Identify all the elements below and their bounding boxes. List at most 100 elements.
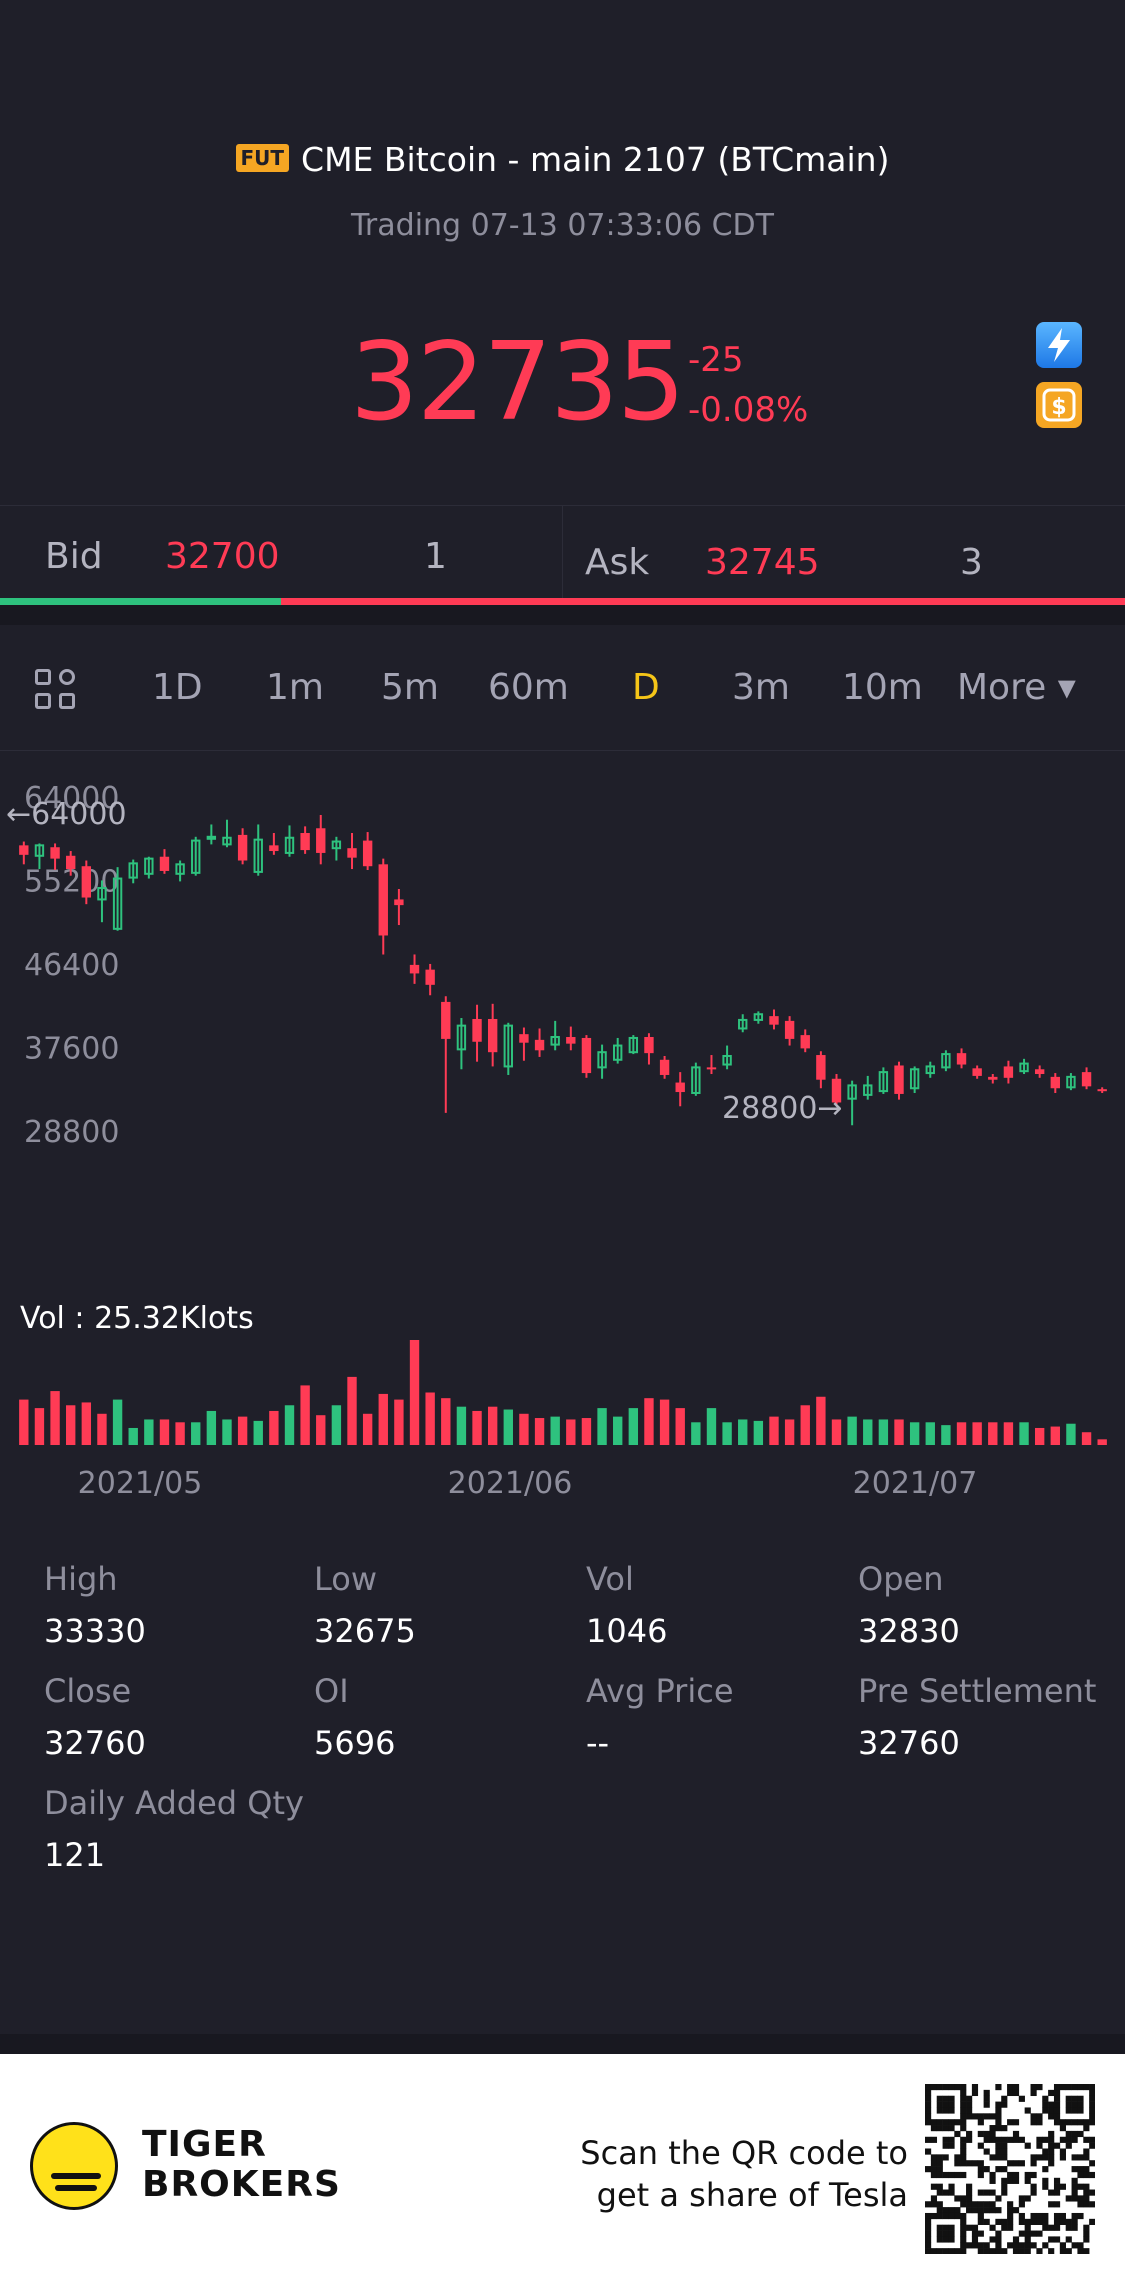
futures-badge: FUT	[235, 143, 290, 172]
chart-canvas: 64000 55200 46400 37600 28800 ←64000 28800→ Vol…	[6, 781, 1107, 1501]
volume-bar	[347, 1376, 357, 1445]
volume-bar	[144, 1419, 154, 1445]
candle-body	[1034, 1069, 1045, 1075]
volume-label: Vol : 25.32Klots	[20, 1301, 254, 1336]
volume-bar	[97, 1413, 107, 1445]
candle-body	[191, 839, 201, 874]
volume-bar	[128, 1427, 138, 1445]
bid-quantity: 1	[424, 536, 447, 577]
stat-label: Close	[44, 1672, 132, 1710]
stat-label: Low	[314, 1560, 378, 1598]
volume-bar	[566, 1419, 576, 1445]
stat-value: 33330	[44, 1612, 146, 1650]
tab-daily[interactable]: D	[632, 667, 660, 708]
candle-body	[894, 1065, 904, 1094]
promo-text-line1: Scan the QR code to	[580, 2134, 908, 2172]
candle-body	[519, 1034, 529, 1043]
volume-bar	[581, 1418, 592, 1445]
volume-bar	[331, 1405, 342, 1445]
candle-body	[550, 1036, 560, 1046]
qr-code-icon	[925, 2084, 1095, 2254]
candle-body	[503, 1024, 513, 1068]
candle-body	[769, 1016, 779, 1025]
stat-value: 5696	[314, 1724, 396, 1762]
stat-pre-settlement: Pre Settlement 32760	[858, 1672, 1096, 1762]
tab-10m[interactable]: 10m	[842, 667, 923, 708]
candle-body	[722, 1054, 732, 1066]
grid-layout-icon[interactable]	[35, 669, 77, 711]
tab-3m[interactable]: 3m	[732, 667, 790, 708]
stat-value: 121	[44, 1836, 106, 1874]
candlestick-chart[interactable]: 64000 55200 46400 37600 28800 ←64000 28800→ Vol…	[0, 750, 1125, 1510]
stat-daily-added-qty: Daily Added Qty 121	[44, 1784, 304, 1874]
candle-body	[269, 845, 279, 852]
volume-bar	[1097, 1439, 1107, 1445]
candle-body	[425, 969, 435, 985]
volume-bar	[253, 1420, 263, 1445]
promo-footer: TIGER BROKERS Scan the QR code to get a …	[0, 2054, 1125, 2284]
volume-bar	[1034, 1427, 1045, 1445]
candle-body	[331, 840, 342, 850]
volume-bar	[50, 1391, 60, 1445]
volume-bar	[237, 1416, 248, 1445]
tiger-logo-icon	[30, 2122, 118, 2210]
y-tick-label: 64000	[24, 781, 119, 816]
tab-1d[interactable]: 1D	[152, 667, 203, 708]
volume-bar	[487, 1406, 498, 1445]
candle-body	[659, 1059, 670, 1075]
candle-body	[394, 899, 404, 906]
candle-body	[675, 1082, 685, 1093]
volume-bar	[722, 1422, 732, 1445]
volume-bar	[753, 1420, 764, 1445]
candle-body	[1097, 1089, 1107, 1092]
stat-label: Vol	[586, 1560, 634, 1598]
high-price-marker: ←64000	[6, 797, 127, 832]
candle-body	[362, 840, 373, 867]
volume-bar	[1019, 1422, 1029, 1445]
tab-more[interactable]: More ▾	[957, 667, 1076, 708]
volume-bar	[159, 1419, 170, 1445]
candle-body	[144, 857, 154, 875]
candle-body	[863, 1084, 873, 1096]
candle-body	[441, 1001, 451, 1039]
dollar-icon[interactable]: $	[1036, 382, 1082, 428]
volume-bar	[613, 1416, 623, 1445]
candle-body	[347, 848, 357, 858]
stat-label: High	[44, 1560, 118, 1598]
volume-bar	[816, 1396, 826, 1445]
tab-1m[interactable]: 1m	[266, 667, 324, 708]
candle-body	[613, 1044, 623, 1061]
candle-body	[159, 856, 170, 871]
stat-avg-price: Avg Price --	[586, 1672, 734, 1762]
ask-label: Ask	[585, 542, 650, 583]
volume-bar	[847, 1416, 857, 1445]
volume-bar	[972, 1422, 982, 1445]
candle-body	[81, 866, 92, 898]
stat-volume: Vol 1046	[586, 1560, 667, 1650]
volume-bar	[909, 1422, 920, 1445]
candle-body	[691, 1066, 701, 1094]
bid-price: 32700	[165, 536, 280, 577]
bid-ask-panel: Bid 32700 1 Ask 32745 3	[0, 505, 1125, 604]
candle-body	[847, 1084, 857, 1100]
volume-bar	[191, 1422, 201, 1445]
stat-low: Low 32675	[314, 1560, 416, 1650]
volume-bar	[441, 1398, 451, 1445]
volume-bar	[894, 1419, 904, 1445]
candle-body	[222, 836, 232, 846]
candle-body	[925, 1065, 935, 1075]
volume-bar	[19, 1399, 29, 1445]
candle-body	[941, 1053, 951, 1069]
tab-60m[interactable]: 60m	[488, 667, 569, 708]
bid-label: Bid	[45, 536, 103, 577]
brand-name-line2: BROKERS	[142, 2164, 341, 2205]
flash-icon[interactable]	[1036, 322, 1082, 368]
ask-price: 32745	[705, 542, 820, 583]
candle-body	[878, 1071, 889, 1093]
volume-bar	[112, 1399, 123, 1445]
section-gap	[0, 605, 1125, 625]
candle-body	[956, 1053, 967, 1065]
candle-body	[597, 1051, 607, 1069]
candle-body	[456, 1024, 467, 1051]
tab-5m[interactable]: 5m	[381, 667, 439, 708]
